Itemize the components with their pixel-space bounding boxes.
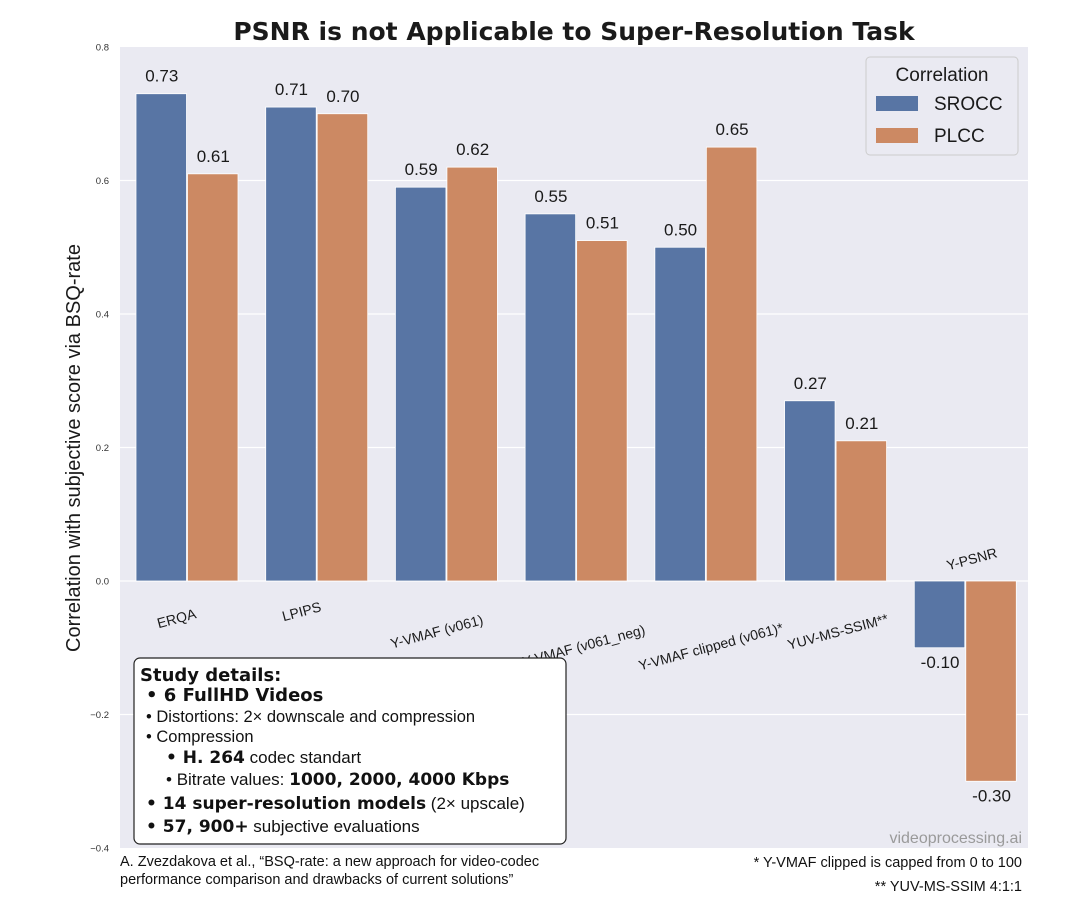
bar-srocc [265, 106, 317, 582]
bar-plcc [576, 240, 628, 582]
bar-plcc [446, 166, 498, 582]
legend-label-srocc: SROCC [934, 94, 1003, 115]
y-axis-ticks: 0.8 0.6 0.4 0.2 0.0 −0.2 −0.4 [90, 43, 109, 855]
y-tick-label: 0.4 [96, 310, 109, 321]
legend-title: Correlation [896, 65, 989, 86]
citation-line-2: performance comparison and drawbacks of … [120, 872, 513, 888]
bar-value-label: 0.59 [405, 160, 438, 179]
bar-value-label: 0.62 [456, 140, 489, 159]
study-line-bitrate: • Bitrate values: 1000, 2000, 4000 Kbps [166, 770, 509, 790]
bar-value-label: 0.73 [145, 67, 178, 86]
bar-plcc [187, 173, 239, 582]
y-tick-label: 0.6 [96, 176, 109, 187]
y-tick-label: 0.0 [96, 577, 109, 588]
study-details-box: Study details: • 6 FullHD Videos • Disto… [133, 657, 567, 845]
legend-label-plcc: PLCC [934, 126, 985, 147]
bar-value-label: 0.71 [275, 80, 308, 99]
legend: Correlation SROCC PLCC [865, 56, 1019, 156]
bar-value-label: 0.50 [664, 220, 697, 239]
bar-srocc [135, 93, 187, 582]
study-line-models: • 14 super-resolution models (2× upscale… [146, 794, 525, 814]
footnote-vmaf-clipped: * Y-VMAF clipped is capped from 0 to 100 [754, 855, 1022, 871]
bar-plcc [705, 146, 758, 582]
bar-value-label: 0.21 [845, 414, 878, 433]
chart-title: PSNR is not Applicable to Super-Resoluti… [233, 17, 916, 46]
study-line-codec: • H. 264 codec standart [166, 748, 361, 768]
citation-line-1: A. Zvezdakova et al., “BSQ-rate: a new a… [120, 854, 539, 870]
y-tick-label: 0.2 [96, 443, 109, 454]
bar-value-label: 0.70 [326, 87, 359, 106]
legend-swatch-plcc [876, 128, 918, 143]
bars: 0.73 0.61 0.71 0.70 0.59 0.62 0.55 0.51 0.50 0.65… [135, 67, 1017, 805]
footnote-ms-ssim: ** YUV-MS-SSIM 4:1:1 [875, 879, 1022, 895]
y-axis-label: Correlation with subjective score via BS… [63, 244, 85, 652]
study-line-evaluations: • 57, 900+ subjective evaluations [146, 817, 420, 837]
y-tick-label: −0.4 [90, 844, 109, 855]
bar-value-label: 0.51 [586, 214, 619, 233]
bar-plcc [316, 113, 369, 582]
y-tick-label: 0.8 [96, 43, 109, 54]
watermark: videoprocessing.ai [889, 830, 1022, 847]
bar-value-label: 0.55 [534, 187, 567, 206]
bar-value-label: -0.10 [921, 653, 960, 672]
bar-value-label: 0.65 [716, 120, 749, 139]
bar-plcc [835, 440, 887, 582]
bar-value-label: 0.61 [197, 147, 230, 166]
study-line-distortions: • Distortions: 2× downscale and compress… [146, 708, 475, 726]
study-line-videos: • 6 FullHD Videos [146, 685, 323, 706]
study-box-frame [133, 657, 567, 845]
bar-srocc [524, 213, 577, 582]
bar-plcc [965, 580, 1017, 782]
study-heading: Study details: [140, 665, 281, 686]
bar-srocc [395, 186, 447, 582]
legend-swatch-srocc [876, 96, 918, 111]
bar-srocc [654, 246, 706, 582]
bar-value-label: -0.30 [972, 786, 1011, 805]
bar-srocc [784, 400, 836, 582]
y-tick-label: −0.2 [90, 710, 109, 721]
bar-srocc [913, 580, 966, 649]
bar-value-label: 0.27 [794, 374, 827, 393]
study-line-compression: • Compression [146, 728, 254, 746]
